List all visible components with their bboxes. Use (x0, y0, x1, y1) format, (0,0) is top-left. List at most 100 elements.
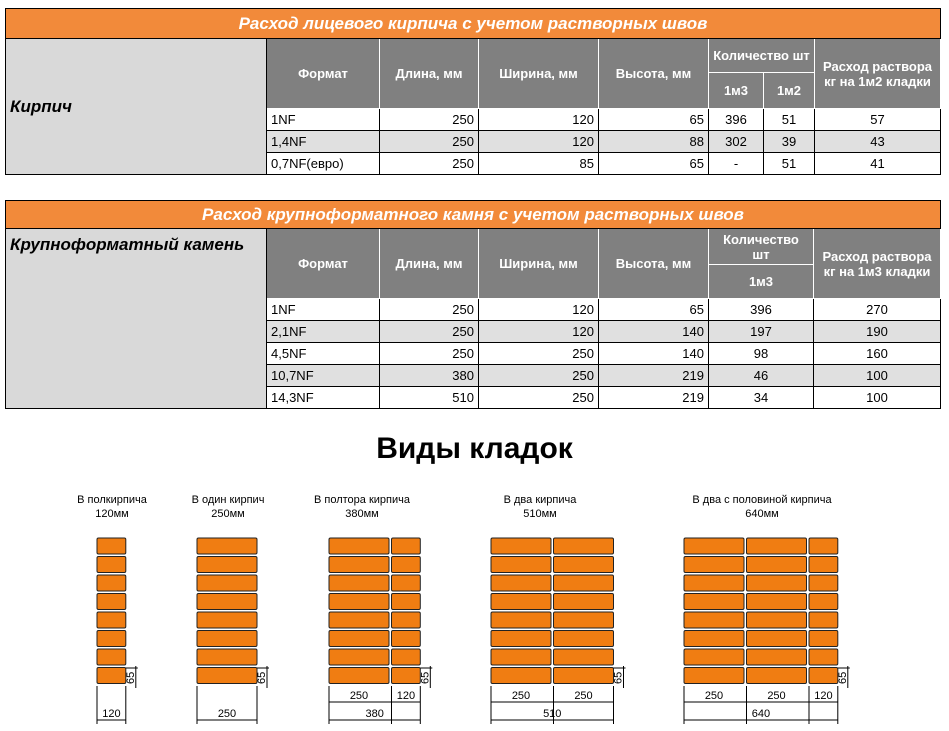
table-row: 1,4NF 250 120 88 302 39 43 (6, 130, 941, 153)
brick (196, 556, 258, 573)
brick (746, 611, 807, 629)
wall-name: В два кирпича (504, 494, 578, 506)
brick (490, 648, 552, 666)
brick (328, 537, 390, 555)
height-dim: 65 (837, 672, 849, 684)
table-title: Расход крупноформатного камня с учетом р… (5, 200, 941, 229)
brick (96, 648, 127, 666)
cell: 250 (478, 386, 599, 409)
wall-thickness: 120мм (95, 508, 128, 520)
brick-consumption-table: Расход лицевого кирпича с учетом раствор… (5, 8, 941, 175)
brick (553, 611, 614, 629)
brick (328, 667, 390, 684)
brick (553, 593, 614, 610)
wall-name: В полтора кирпича (314, 494, 411, 506)
brick (683, 667, 745, 684)
brick (196, 611, 258, 629)
cell: 302 (708, 130, 764, 153)
part-dim: 250 (350, 690, 368, 702)
cell: 51 (763, 108, 815, 131)
brick (96, 537, 127, 555)
brick (328, 648, 390, 666)
row-group-label: Кирпич (5, 38, 267, 175)
brick (808, 667, 839, 684)
col-m2: 1м2 (763, 72, 815, 109)
brick (391, 648, 421, 666)
col-height: Высота, мм (598, 228, 709, 299)
brick (808, 556, 839, 573)
total-dim: 380 (365, 708, 383, 720)
brick (391, 593, 421, 610)
col-height: Высота, мм (598, 38, 709, 109)
cell: 46 (708, 364, 814, 387)
cell: 39 (763, 130, 815, 153)
cell: 250 (478, 364, 599, 387)
brick (683, 574, 745, 592)
total-dim: 510 (543, 708, 561, 720)
brick (96, 630, 127, 647)
col-format: Формат (266, 228, 380, 299)
brick (490, 537, 552, 555)
brick (490, 593, 552, 610)
cell: 4,5NF (266, 342, 380, 365)
brick (96, 556, 127, 573)
brick (391, 667, 421, 684)
brick (196, 537, 258, 555)
brick (490, 611, 552, 629)
table-row: 4,5NF 250 250 140 98 160 (6, 342, 941, 365)
brick (328, 556, 390, 573)
cell: - (708, 152, 764, 175)
brick (746, 593, 807, 610)
brick (196, 667, 258, 684)
cell: 0,7NF(евро) (266, 152, 380, 175)
brick (808, 593, 839, 610)
brick (808, 630, 839, 647)
brick (746, 574, 807, 592)
cell: 10,7NF (266, 364, 380, 387)
cell: 140 (598, 320, 709, 343)
brick (553, 537, 614, 555)
brick (490, 630, 552, 647)
cell: 65 (598, 152, 709, 175)
cell: 34 (708, 386, 814, 409)
brick (196, 648, 258, 666)
brick (391, 537, 421, 555)
cell: 41 (814, 152, 941, 175)
table-title: Расход лицевого кирпича с учетом раствор… (5, 8, 941, 39)
cell: 250 (379, 298, 479, 321)
brick (746, 667, 807, 684)
cell: 98 (708, 342, 814, 365)
cell: 396 (708, 108, 764, 131)
part-dim: 250 (767, 690, 785, 702)
brick (553, 574, 614, 592)
brick (746, 630, 807, 647)
brick (746, 537, 807, 555)
wall-thickness: 250мм (211, 508, 244, 520)
part-dim: 120 (397, 690, 415, 702)
wall-name: В полкирпича (77, 494, 148, 506)
cell: 250 (379, 342, 479, 365)
table-row: 1NF 250 120 65 396 51 57 (6, 108, 941, 131)
cell: 250 (478, 342, 599, 365)
col-width: Ширина, мм (478, 38, 599, 109)
col-qty: Количество шт (708, 38, 815, 73)
col-width: Ширина, мм (478, 228, 599, 299)
brick (553, 648, 614, 666)
brick (553, 556, 614, 573)
col-length: Длина, мм (379, 38, 479, 109)
brick (196, 630, 258, 647)
part-dim: 250 (705, 690, 723, 702)
brick (96, 593, 127, 610)
height-dim: 65 (613, 672, 625, 684)
brick (490, 667, 552, 684)
cell: 85 (478, 152, 599, 175)
brick (196, 593, 258, 610)
cell: 51 (763, 152, 815, 175)
brick (328, 593, 390, 610)
cell: 510 (379, 386, 479, 409)
brick (490, 574, 552, 592)
wall-name: В один кирпич (192, 494, 265, 506)
brick (328, 630, 390, 647)
brick (746, 648, 807, 666)
cell: 120 (478, 320, 599, 343)
